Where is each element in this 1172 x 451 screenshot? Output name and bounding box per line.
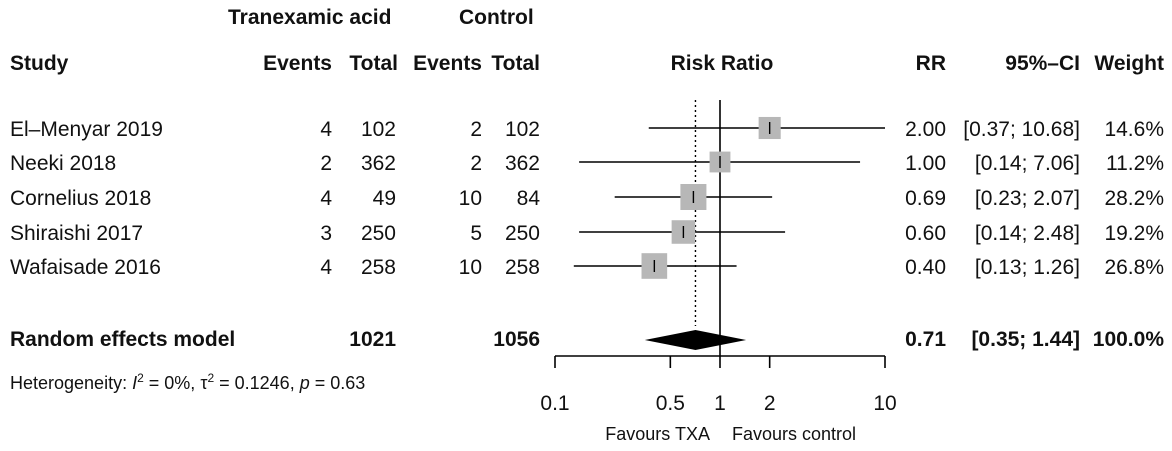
study-weight: 14.6% <box>1104 118 1164 141</box>
study-rr: 2.00 <box>905 118 946 141</box>
i-squared-exponent: 2 <box>137 371 144 385</box>
study-events1: 2 <box>320 152 332 175</box>
study-events2: 10 <box>458 256 482 279</box>
study-name: Cornelius 2018 <box>10 187 152 210</box>
study-events2: 10 <box>458 187 482 210</box>
group-treatment-header: Tranexamic acid <box>228 6 392 29</box>
study-rr: 1.00 <box>905 152 946 175</box>
study-total1: 258 <box>360 256 396 279</box>
study-ci: [0.13; 1.26] <box>974 256 1080 279</box>
x-tick-label: 10 <box>873 392 896 415</box>
study-total2: 84 <box>516 187 540 210</box>
study-events1: 4 <box>320 118 332 141</box>
pooled-total2: 1056 <box>493 328 540 351</box>
tau-squared-symbol: τ <box>200 373 208 393</box>
heterogeneity-statistics: Heterogeneity: I2 = 0%, τ2 = 0.1246, p =… <box>10 366 365 395</box>
tau-squared-exponent: 2 <box>207 371 215 385</box>
study-events1: 4 <box>320 187 332 210</box>
events1-column-header: Events <box>263 52 332 75</box>
study-events1: 3 <box>320 222 332 245</box>
pooled-total1: 1021 <box>349 328 396 351</box>
total2-column-header: Total <box>491 52 540 75</box>
study-ci: [0.14; 7.06] <box>974 152 1080 175</box>
total1-column-header: Total <box>349 52 398 75</box>
pooled-ci: [0.35; 1.44] <box>971 328 1080 351</box>
study-events2: 2 <box>470 152 482 175</box>
study-rr: 0.69 <box>905 187 946 210</box>
study-total1: 102 <box>360 118 396 141</box>
study-ci: [0.14; 2.48] <box>974 222 1080 245</box>
pooled-weight: 100.0% <box>1092 328 1164 351</box>
study-total2: 102 <box>504 118 540 141</box>
study-total1: 250 <box>360 222 396 245</box>
tau-squared-value: = 0.1246, <box>214 373 300 393</box>
study-name: Wafaisade 2016 <box>10 256 161 279</box>
study-ci: [0.37; 10.68] <box>963 118 1080 141</box>
plot-title: Risk Ratio <box>670 52 774 75</box>
study-events1: 4 <box>320 256 332 279</box>
study-name: El–Menyar 2019 <box>10 118 163 141</box>
ci-column-header: 95%–CI <box>1005 52 1080 75</box>
x-tick-label: 1 <box>714 392 726 415</box>
study-total2: 258 <box>504 256 540 279</box>
heterogeneity-prefix: Heterogeneity: <box>10 373 133 393</box>
study-weight: 28.2% <box>1104 187 1164 210</box>
rr-column-header: RR <box>915 52 946 75</box>
study-weight: 11.2% <box>1106 152 1164 175</box>
weight-column-header: Weight <box>1094 52 1164 75</box>
events2-column-header: Events <box>413 52 482 75</box>
study-total1: 362 <box>360 152 396 175</box>
x-tick-label: 0.1 <box>540 392 569 415</box>
study-events2: 5 <box>470 222 482 245</box>
study-name: Shiraishi 2017 <box>10 222 144 245</box>
i-squared-value: = 0%, <box>143 373 201 393</box>
pooled-diamond <box>644 330 747 350</box>
p-value-value: = 0.63 <box>309 373 366 393</box>
favours-txa-label: Favours TXA <box>605 424 710 444</box>
study-weight: 26.8% <box>1104 256 1164 279</box>
study-name: Neeki 2018 <box>10 152 117 175</box>
group-control-header: Control <box>459 6 534 29</box>
study-column-header: Study <box>10 52 69 75</box>
study-ci: [0.23; 2.07] <box>974 187 1080 210</box>
x-tick-label: 2 <box>764 392 776 415</box>
study-rr: 0.40 <box>905 256 946 279</box>
pooled-label: Random effects model <box>10 328 236 351</box>
study-rr: 0.60 <box>905 222 946 245</box>
study-weight: 19.2% <box>1104 222 1164 245</box>
i-squared-symbol: I <box>132 373 138 393</box>
pooled-rr: 0.71 <box>905 328 946 351</box>
study-total2: 250 <box>504 222 540 245</box>
study-total1: 49 <box>372 187 396 210</box>
favours-control-label: Favours control <box>732 424 856 444</box>
study-total2: 362 <box>504 152 540 175</box>
x-tick-label: 0.5 <box>656 392 685 415</box>
p-value-symbol: p <box>299 373 310 393</box>
study-events2: 2 <box>470 118 482 141</box>
